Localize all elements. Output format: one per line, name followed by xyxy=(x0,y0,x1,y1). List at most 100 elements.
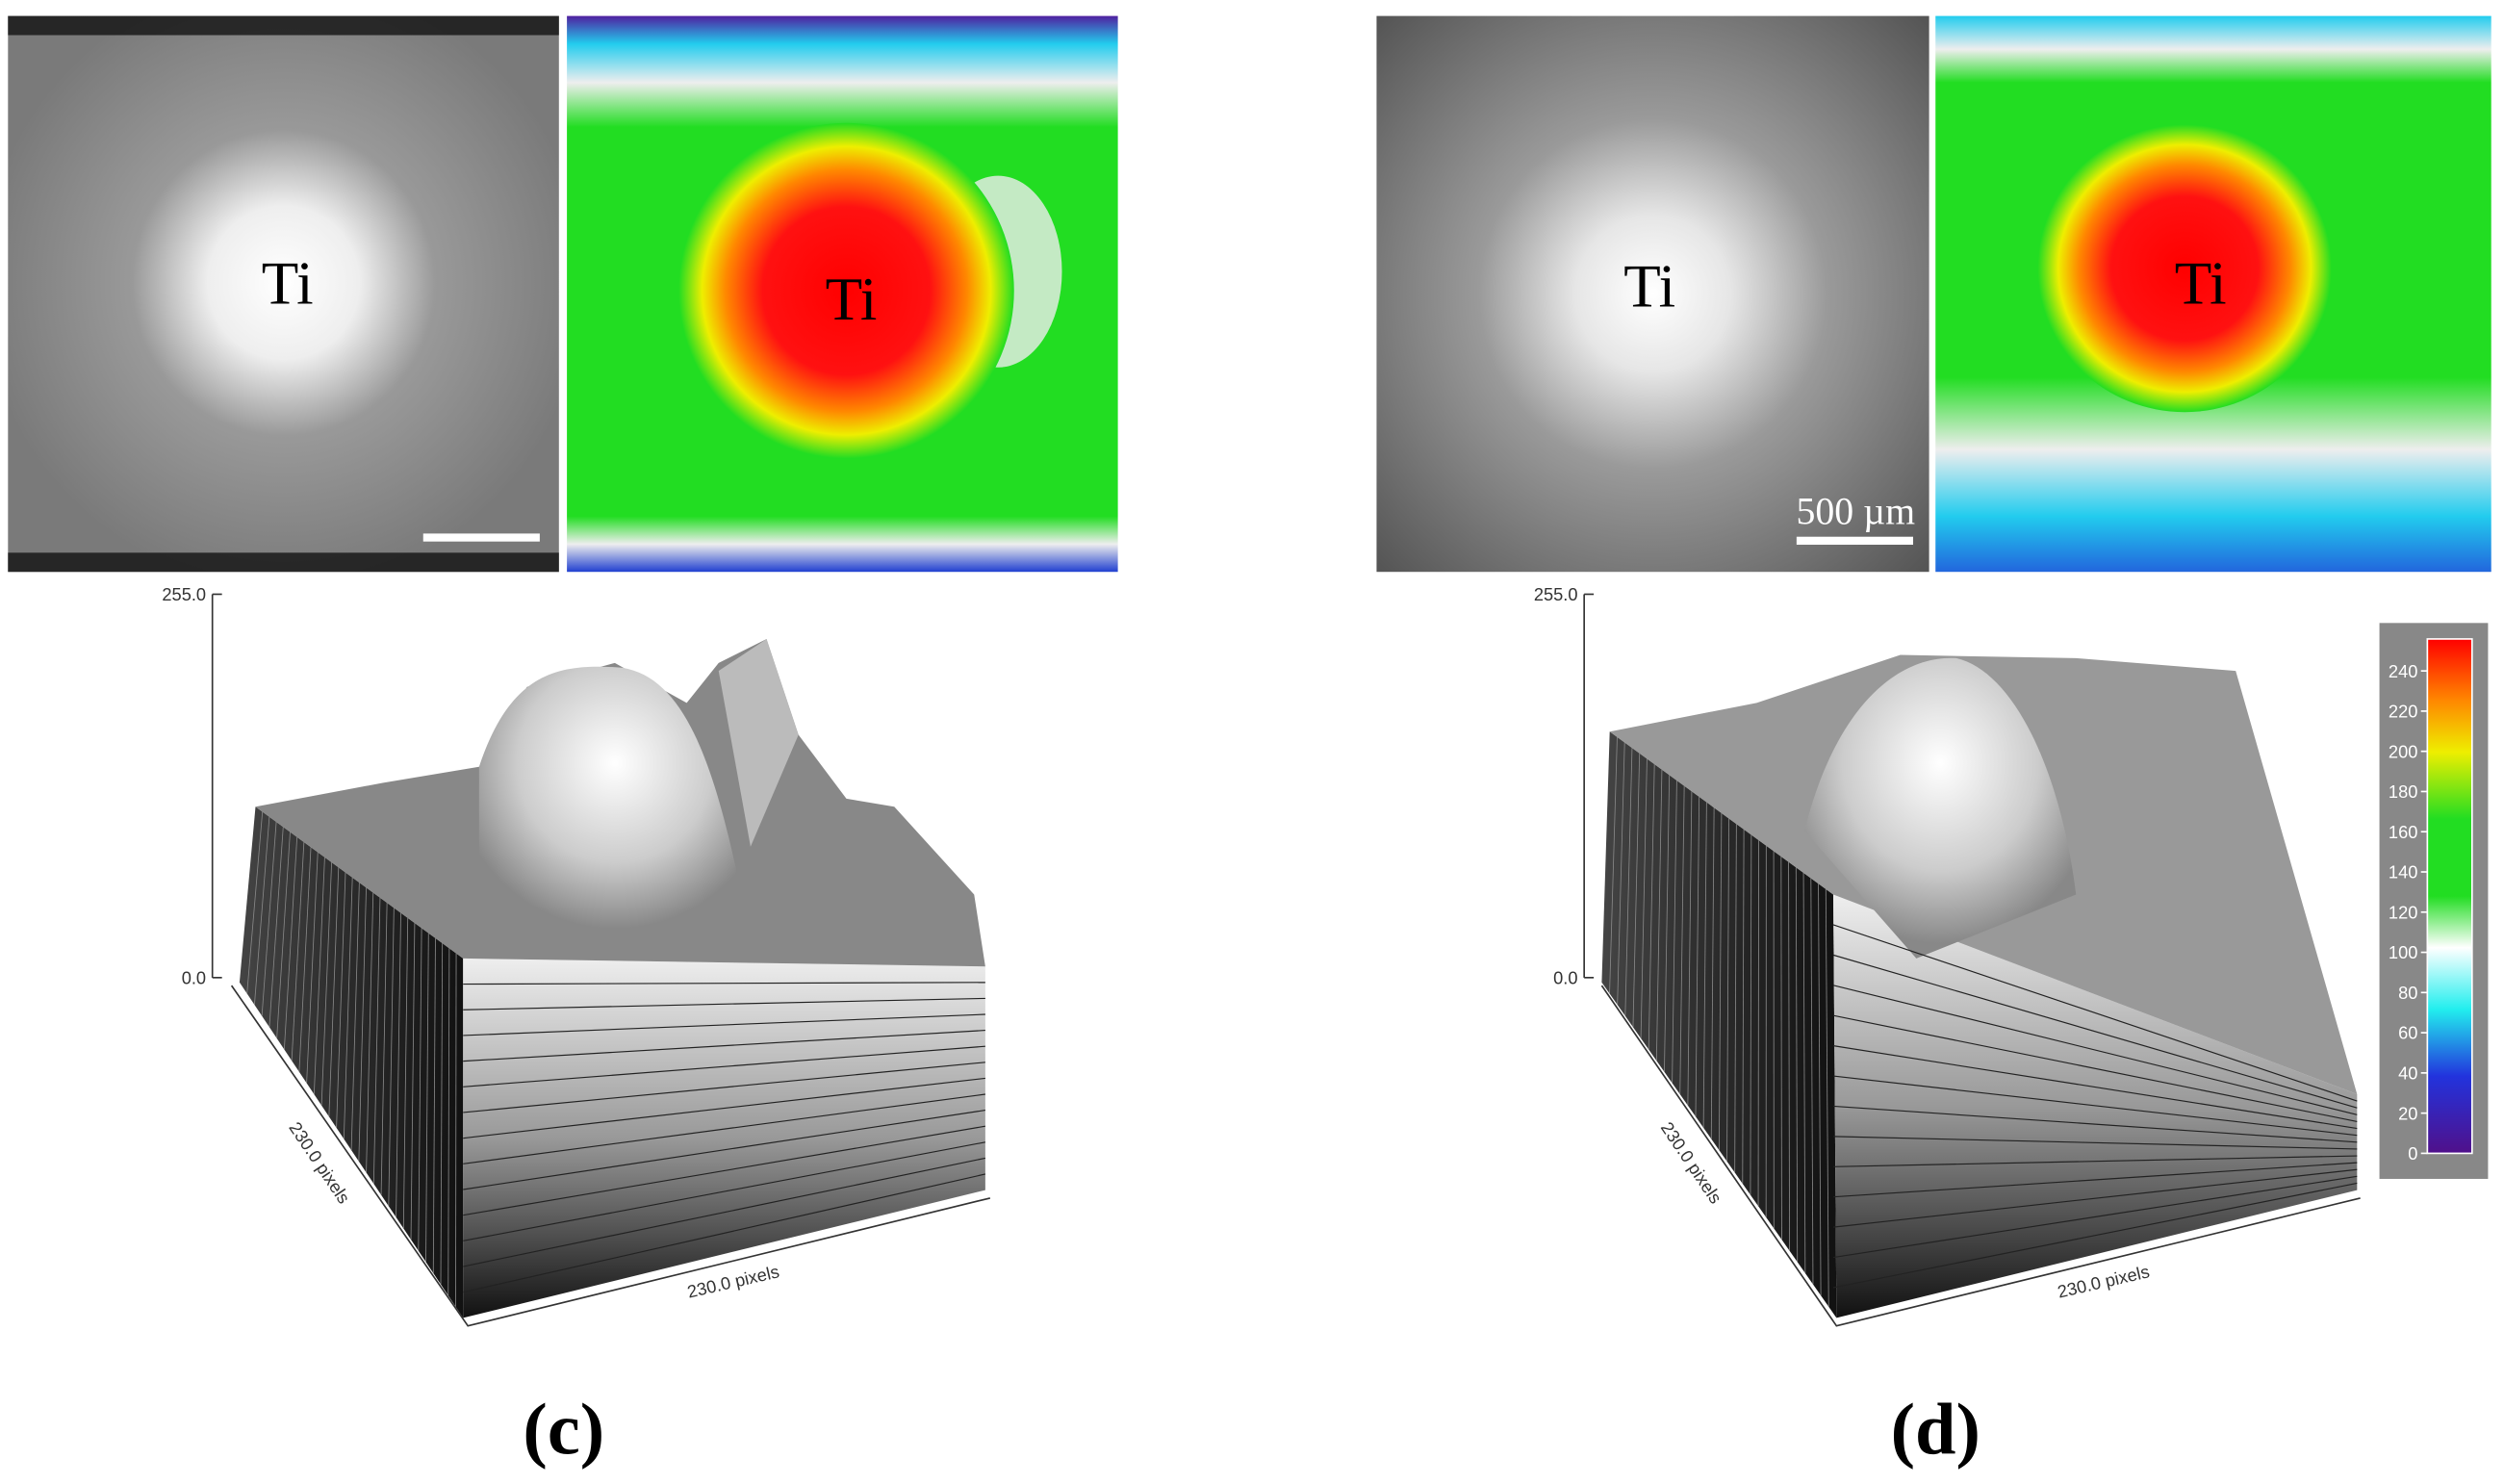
contour-line xyxy=(463,1110,985,1190)
wall-line xyxy=(343,877,353,1139)
colorbar-tick-label: 20 xyxy=(2398,1103,2417,1123)
contour-line xyxy=(463,1093,985,1164)
wall-line xyxy=(1664,775,1671,1072)
wall-line xyxy=(328,867,340,1117)
base-axes xyxy=(1600,985,2361,1327)
wall-line xyxy=(1679,785,1685,1095)
contour-line xyxy=(1832,1162,2358,1198)
colorbar-tick-label: 120 xyxy=(2389,902,2417,922)
scale-bar xyxy=(1796,536,1914,546)
panel-label: (c) xyxy=(523,1388,604,1470)
wall-line xyxy=(276,832,291,1038)
peak xyxy=(1804,657,2077,959)
contour-line xyxy=(1832,1014,2358,1123)
contour-line xyxy=(1833,1155,2358,1167)
colorbar-tick-label: 200 xyxy=(2389,741,2417,761)
hot-spot xyxy=(678,122,1014,459)
annotation: Ti xyxy=(1623,253,1675,320)
z-axis-label: 255.0 xyxy=(162,584,206,604)
colorbar-tick-label: 100 xyxy=(2389,942,2417,962)
wall-line xyxy=(410,923,416,1241)
panel-label: (d) xyxy=(1891,1388,1980,1470)
front-face xyxy=(1833,894,2358,1318)
contour-line xyxy=(1832,1175,2358,1259)
wall-line xyxy=(372,897,381,1184)
scale-bar-label: 500 µm xyxy=(1796,490,1915,532)
wall-line xyxy=(447,948,450,1296)
wall-line xyxy=(261,821,277,1016)
contour-line xyxy=(463,1045,985,1087)
wall-line xyxy=(1810,878,1814,1285)
peak xyxy=(718,638,799,847)
wall-line xyxy=(440,943,444,1285)
wall-line xyxy=(1687,791,1693,1106)
wall-line xyxy=(1818,883,1822,1296)
side-face xyxy=(1601,731,1837,1318)
image-edge xyxy=(8,552,559,573)
surface-plot xyxy=(1601,654,2358,1318)
base-axes xyxy=(230,985,991,1327)
colorbar-tick-label: 80 xyxy=(2398,983,2417,1003)
contour-line xyxy=(1833,1136,2358,1150)
z-axis-label: 0.0 xyxy=(182,967,206,987)
wall-line xyxy=(1788,861,1790,1251)
wall-line xyxy=(313,857,325,1095)
wall-line xyxy=(320,862,333,1106)
colorbar-tick-label: 160 xyxy=(2389,822,2417,842)
z-axis-label: 0.0 xyxy=(1553,967,1577,987)
gray-image xyxy=(1376,15,1929,573)
axis-label: 230.0 pixels xyxy=(2056,1261,2152,1301)
contour-line xyxy=(463,997,985,1011)
contour-line xyxy=(1832,1168,2358,1228)
wall-line xyxy=(358,887,367,1162)
contour-line xyxy=(1832,954,2358,1109)
wall-line xyxy=(306,852,319,1084)
annotation: Ti xyxy=(2175,249,2227,317)
wall-line xyxy=(1734,824,1737,1173)
wall-line xyxy=(1710,807,1715,1139)
surface-plot xyxy=(239,638,986,1318)
colorbar-tick-label: 220 xyxy=(2389,702,2417,722)
wall-line xyxy=(1702,802,1707,1128)
peak xyxy=(478,666,751,943)
z-axis-label: 255.0 xyxy=(1534,584,1578,604)
gray-image xyxy=(8,15,559,573)
colorbar-tick-label: 60 xyxy=(2398,1023,2417,1043)
wall-line xyxy=(1750,834,1752,1195)
wall-line xyxy=(1624,748,1633,1016)
front-face xyxy=(463,958,985,1318)
contour-line xyxy=(463,1013,985,1036)
wall-line xyxy=(1802,872,1806,1273)
image-edge xyxy=(8,15,559,36)
contour-line xyxy=(463,1030,985,1062)
colorbar-ticks: 0 20 40 60 80 100 120 140 160 180 200 220 240 xyxy=(2389,661,2428,1164)
contour-line xyxy=(1832,924,2358,1102)
contour-line xyxy=(1832,1105,2358,1143)
annotation: Ti xyxy=(826,266,878,333)
wall-line xyxy=(350,883,360,1151)
wall-line xyxy=(366,892,374,1173)
contour-line xyxy=(463,1077,985,1139)
wall-line xyxy=(253,816,270,1006)
contour-line xyxy=(463,1173,986,1293)
wall-line xyxy=(1617,742,1625,1006)
wall-line xyxy=(418,928,422,1251)
colorbar-tick-label: 180 xyxy=(2389,781,2417,802)
wall-line xyxy=(432,937,436,1273)
contour-line xyxy=(463,1157,985,1267)
wall-line xyxy=(268,827,284,1028)
wall-line xyxy=(1695,796,1700,1117)
annotation: Ti xyxy=(262,249,314,317)
wall-line xyxy=(402,917,409,1229)
contour-line xyxy=(1832,1075,2358,1137)
contour-line xyxy=(1832,985,2358,1115)
contour-line xyxy=(463,1125,985,1216)
colorbar-tick-label: 240 xyxy=(2389,661,2417,681)
colorbar-tick-label: 40 xyxy=(2398,1063,2417,1084)
wall-line xyxy=(298,847,312,1072)
wall-line xyxy=(1757,840,1760,1207)
axis-label: 230.0 pixels xyxy=(685,1261,781,1301)
wall-line xyxy=(291,841,305,1062)
wall-line xyxy=(1795,867,1799,1263)
